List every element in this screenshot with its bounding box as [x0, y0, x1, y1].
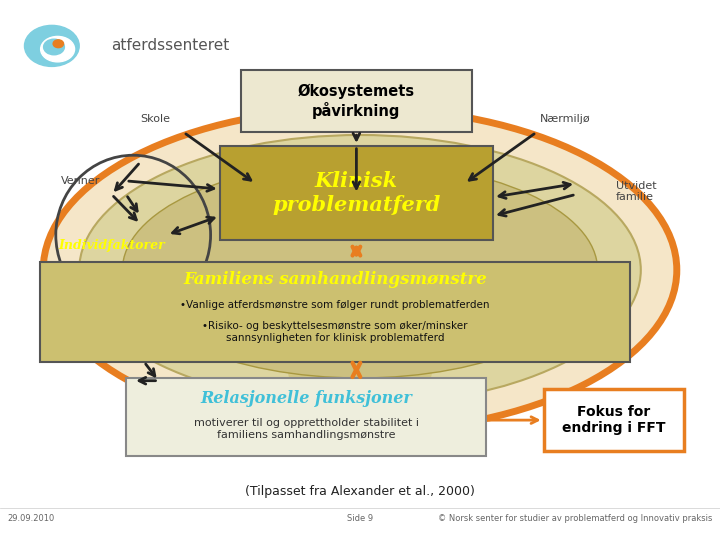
FancyArrowPatch shape — [353, 133, 360, 140]
FancyArrowPatch shape — [489, 417, 538, 423]
FancyArrowPatch shape — [353, 247, 360, 255]
Circle shape — [44, 39, 64, 55]
Text: Familiens samhandlingsmønstre: Familiens samhandlingsmønstre — [183, 271, 487, 288]
Text: Skole: Skole — [140, 114, 170, 124]
FancyArrowPatch shape — [186, 134, 251, 180]
FancyBboxPatch shape — [544, 389, 684, 451]
Circle shape — [53, 40, 63, 48]
Text: Økosystemets
påvirkning: Økosystemets påvirkning — [298, 84, 415, 119]
Ellipse shape — [122, 162, 598, 378]
FancyArrowPatch shape — [115, 164, 138, 190]
Text: Fokus for
endring i FFT: Fokus for endring i FFT — [562, 405, 665, 435]
FancyArrowPatch shape — [353, 363, 360, 377]
FancyArrowPatch shape — [499, 195, 573, 216]
FancyArrowPatch shape — [353, 148, 360, 188]
FancyArrowPatch shape — [145, 364, 155, 376]
Polygon shape — [252, 240, 468, 454]
FancyBboxPatch shape — [126, 378, 486, 456]
Text: motiverer til og opprettholder stabilitet i
familiens samhandlingsmønstre: motiverer til og opprettholder stabilite… — [194, 418, 418, 440]
FancyArrowPatch shape — [127, 197, 137, 211]
Text: Relasjonelle funksjoner: Relasjonelle funksjoner — [200, 390, 412, 407]
FancyBboxPatch shape — [40, 262, 630, 362]
FancyArrowPatch shape — [173, 217, 214, 234]
Text: (Tilpasset fra Alexander et al., 2000): (Tilpasset fra Alexander et al., 2000) — [245, 485, 475, 498]
FancyArrowPatch shape — [129, 181, 214, 191]
Text: Klinisk
problematferd: Klinisk problematferd — [272, 171, 441, 214]
FancyArrowPatch shape — [469, 134, 534, 180]
Ellipse shape — [43, 108, 677, 432]
Circle shape — [40, 36, 75, 62]
Text: Individfaktorer: Individfaktorer — [58, 239, 165, 252]
Text: 29.09.2010: 29.09.2010 — [7, 514, 55, 523]
FancyArrowPatch shape — [114, 197, 136, 220]
Circle shape — [24, 25, 79, 66]
FancyArrowPatch shape — [139, 377, 156, 384]
Text: •Risiko- og beskyttelsesmønstre som øker/minsker
sannsynligheten for klinisk pro: •Risiko- og beskyttelsesmønstre som øker… — [202, 321, 467, 343]
FancyArrowPatch shape — [499, 183, 570, 198]
Text: Side 9: Side 9 — [347, 514, 373, 523]
FancyBboxPatch shape — [220, 146, 493, 240]
Text: Venner: Venner — [61, 176, 101, 186]
Ellipse shape — [79, 135, 641, 405]
FancyBboxPatch shape — [241, 70, 472, 132]
Text: Nærmiljø: Nærmiljø — [540, 114, 590, 124]
Text: Utvidet
familie: Utvidet familie — [616, 181, 656, 202]
Text: © Norsk senter for studier av problematferd og Innovativ praksis: © Norsk senter for studier av problematf… — [438, 514, 713, 523]
Text: atferdssenteret: atferdssenteret — [112, 38, 230, 53]
Text: •Vanlige atferdsmønstre som følger rundt problematferden: •Vanlige atferdsmønstre som følger rundt… — [180, 300, 490, 310]
